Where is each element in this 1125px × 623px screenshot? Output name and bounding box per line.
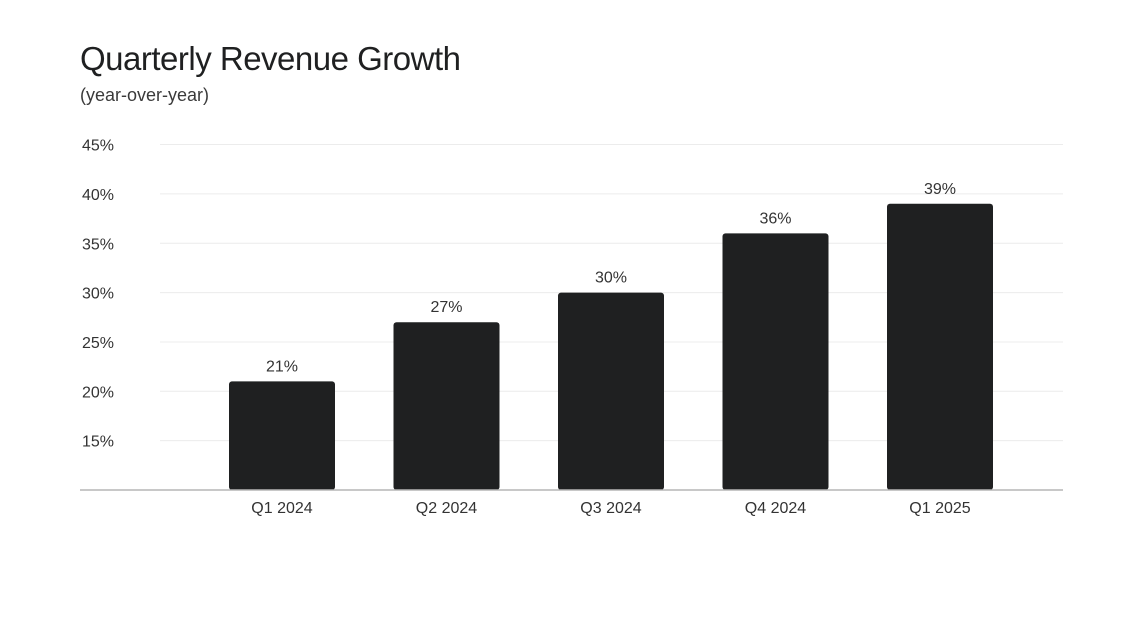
bar [887, 203, 993, 490]
bar [722, 233, 829, 490]
x-tick-label: Q1 2025 [909, 500, 970, 517]
data-label: 36% [759, 210, 791, 227]
y-tick-label: 25% [82, 335, 114, 352]
x-tick-label: Q4 2024 [745, 500, 806, 517]
data-label: 21% [266, 358, 298, 375]
bars [229, 203, 993, 490]
bar [229, 381, 335, 490]
data-labels: 21% 27% 30% 36% 39% [266, 181, 956, 376]
y-tick-label: 40% [82, 187, 114, 204]
chart-title: Quarterly Revenue Growth [80, 40, 461, 77]
x-tick-label: Q1 2024 [251, 500, 312, 517]
chart-subtitle: (year-over-year) [80, 85, 210, 105]
y-tick-label: 15% [82, 434, 114, 451]
y-tick-label: 35% [82, 236, 114, 253]
x-tick-label: Q3 2024 [580, 500, 641, 517]
data-label: 27% [430, 299, 462, 316]
y-tick-label: 20% [82, 384, 114, 401]
bar [558, 292, 664, 490]
y-tick-label: 45% [82, 138, 114, 155]
y-axis-ticks: 15% 20% 25% 30% 35% 40% 45% [82, 138, 114, 451]
bar [393, 322, 500, 490]
data-label: 30% [595, 270, 627, 287]
x-tick-label: Q2 2024 [416, 500, 477, 517]
data-label: 39% [924, 181, 956, 198]
x-axis-ticks: Q1 2024 Q2 2024 Q3 2024 Q4 2024 Q1 2025 [251, 500, 970, 517]
y-tick-label: 30% [82, 286, 114, 303]
